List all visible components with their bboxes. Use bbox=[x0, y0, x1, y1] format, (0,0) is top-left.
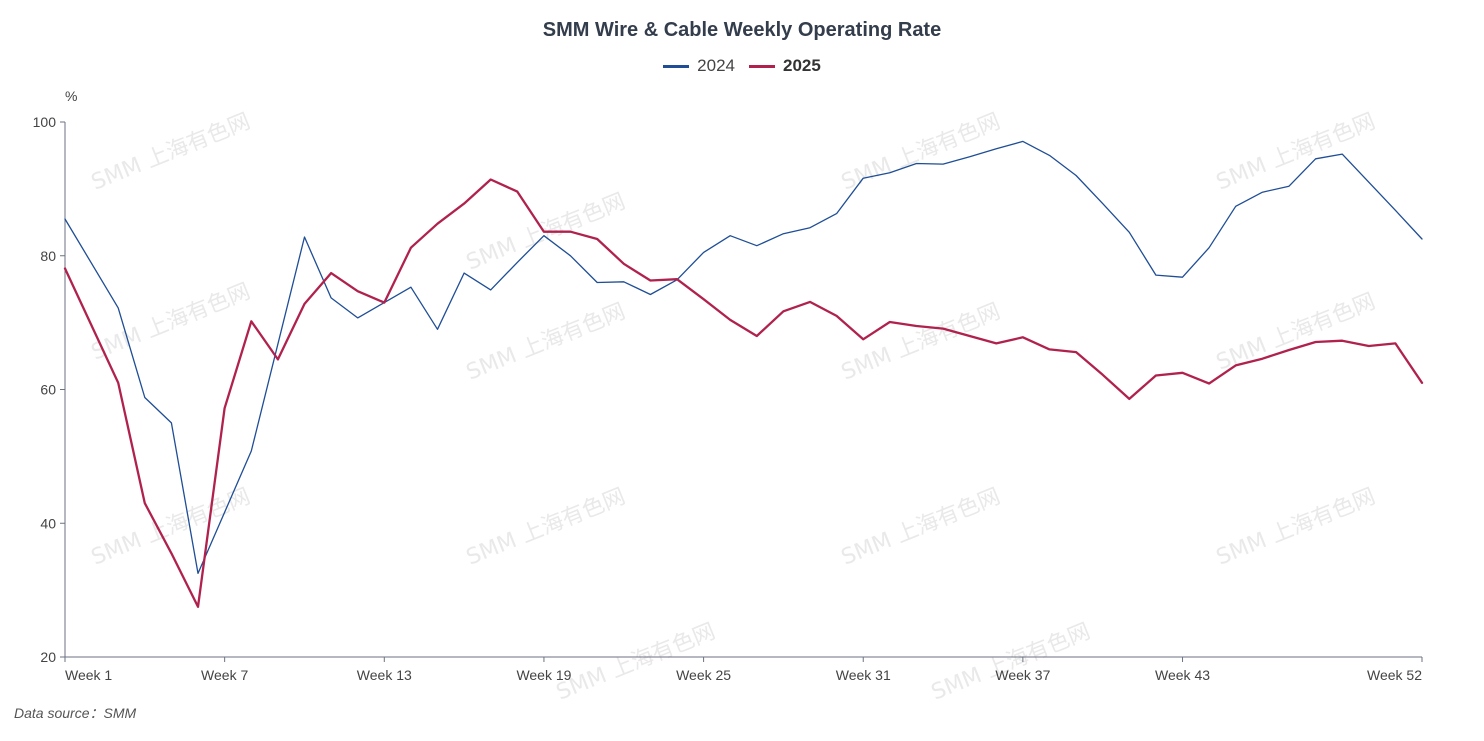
x-tick-label: Week 37 bbox=[995, 667, 1050, 683]
y-axis-unit-label: % bbox=[65, 88, 77, 104]
watermark-text: SMM 上海有色网 bbox=[1213, 484, 1379, 570]
legend: 2024 2025 bbox=[0, 56, 1484, 76]
legend-item-2025[interactable]: 2025 bbox=[749, 56, 821, 76]
x-tick-label: Week 1 bbox=[65, 667, 112, 683]
x-tick-label: Week 7 bbox=[201, 667, 248, 683]
x-tick-label: Week 13 bbox=[357, 667, 412, 683]
legend-swatch-2024 bbox=[663, 64, 690, 68]
watermark-text: SMM 上海有色网 bbox=[88, 279, 254, 365]
x-tick-label: Week 19 bbox=[516, 667, 571, 683]
y-tick-label: 40 bbox=[40, 515, 56, 531]
watermark-text: SMM 上海有色网 bbox=[553, 619, 719, 705]
watermark-text: SMM 上海有色网 bbox=[838, 299, 1004, 385]
y-tick-label: 80 bbox=[40, 248, 56, 264]
data-source-note: Data source：SMM bbox=[14, 705, 137, 721]
legend-label-2024: 2024 bbox=[697, 56, 735, 75]
watermark-text: SMM 上海有色网 bbox=[838, 109, 1004, 195]
watermark-text: SMM 上海有色网 bbox=[928, 619, 1094, 705]
x-ticks: Week 1 Week 7 Week 13 Week 19 Week 25 Week 31… bbox=[64, 657, 1423, 683]
series-layer bbox=[63, 140, 1424, 608]
series-line-2025[interactable] bbox=[63, 178, 1424, 608]
y-tick-label: 20 bbox=[40, 649, 56, 665]
chart-title: SMM Wire & Cable Weekly Operating Rate bbox=[542, 19, 942, 41]
x-tick-label: Week 43 bbox=[1155, 667, 1210, 683]
legend-swatch-2025 bbox=[749, 64, 775, 68]
legend-item-2024[interactable]: 2024 bbox=[663, 56, 735, 76]
y-ticks: 20 40 60 80 100 bbox=[33, 114, 65, 665]
watermark-text: SMM 上海有色网 bbox=[1213, 289, 1379, 375]
series-line-2024[interactable] bbox=[64, 140, 1423, 575]
watermark-layer: SMM 上海有色网 SMM 上海有色网 SMM 上海有色网 SMM 上海有色网 SMM … bbox=[88, 109, 1379, 705]
x-tick-label: Week 25 bbox=[676, 667, 731, 683]
y-tick-label: 60 bbox=[40, 382, 56, 398]
watermark-text: SMM 上海有色网 bbox=[463, 299, 629, 385]
x-tick-label: Week 52 bbox=[1367, 667, 1422, 683]
y-tick-label: 100 bbox=[33, 114, 57, 130]
x-tick-label: Week 31 bbox=[836, 667, 891, 683]
watermark-text: SMM 上海有色网 bbox=[88, 109, 254, 195]
watermark-text: SMM 上海有色网 bbox=[463, 484, 629, 570]
watermark-text: SMM 上海有色网 bbox=[838, 484, 1004, 570]
watermark-text: SMM 上海有色网 bbox=[1213, 109, 1379, 195]
watermark-text: SMM 上海有色网 bbox=[88, 484, 254, 570]
legend-label-2025: 2025 bbox=[783, 56, 821, 75]
